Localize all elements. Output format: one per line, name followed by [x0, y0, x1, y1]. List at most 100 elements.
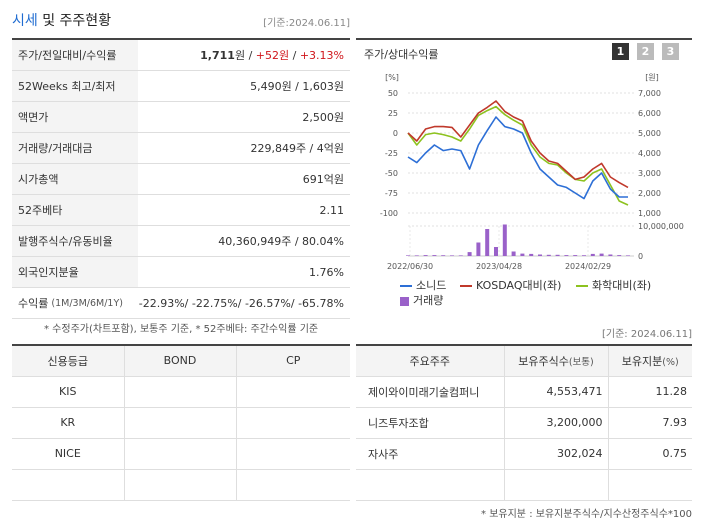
- volume-bar: [582, 255, 586, 256]
- holder-name: [356, 469, 504, 501]
- cp-cell: [235, 469, 350, 501]
- table-row: 액면가 2,500원: [12, 102, 350, 133]
- chart-page-3-button[interactable]: 3: [662, 43, 679, 60]
- col-header: 보유지분(%): [607, 345, 692, 377]
- relative-return-chart: [%] [원] 50 25 0 -25 -50 -75 -100 7,000 6,000 5,000 4…: [380, 73, 684, 271]
- legend-label: 화학대비(좌): [592, 279, 652, 292]
- chart-page-1-button[interactable]: 1: [612, 43, 629, 60]
- series-lines: [407, 100, 629, 206]
- major-holders-table: 주요주주 보유주식수(보통) 보유지분(%) 제이와이미래기술컴퍼니 4,553…: [356, 344, 692, 501]
- col-header: 보유주식수(보통): [503, 345, 608, 377]
- right-axis-unit: [원]: [645, 73, 659, 82]
- volume-bar: [520, 253, 525, 256]
- right-tick-label: 5,000: [638, 129, 661, 138]
- volume-bar: [502, 224, 507, 256]
- holder-name: 니즈투자조합: [356, 407, 504, 439]
- row-label: 액면가: [12, 102, 138, 132]
- left-tick-label: -25: [385, 149, 398, 158]
- volume-bars: [406, 224, 630, 256]
- legend-swatch: [400, 296, 409, 306]
- row-value: 40,360,949주 / 80.04%: [218, 235, 344, 248]
- sep: /: [289, 49, 300, 62]
- row-label: 시가총액: [12, 164, 138, 194]
- row-value: 691억원: [302, 173, 344, 186]
- x-tick-label: 2022/06/30: [387, 262, 433, 271]
- table-row: KIS: [12, 376, 350, 408]
- agency-cell: [12, 469, 124, 501]
- row-value: 2.11: [319, 203, 345, 217]
- holder-shares: [503, 469, 608, 501]
- x-tick-label: 2023/04/28: [476, 262, 522, 271]
- legend-item-kosdaq: KOSDAQ대비(좌): [460, 277, 561, 293]
- sep: /: [245, 49, 256, 62]
- holder-name: 제이와이미래기술컴퍼니: [356, 376, 504, 408]
- table-row: [12, 469, 350, 501]
- right-tick-label: 4,000: [638, 149, 661, 158]
- chart-page-2-button[interactable]: 2: [637, 43, 654, 60]
- volume-bar: [450, 255, 454, 256]
- table-row: 제이와이미래기술컴퍼니 4,553,471 11.28: [356, 376, 692, 408]
- col-header: BOND: [123, 345, 236, 377]
- table-row: 니즈투자조합 3,200,000 7.93: [356, 407, 692, 439]
- left-tick-label: 0: [393, 129, 398, 138]
- col-header-text: 보유지분: [621, 354, 663, 368]
- right-tick-label: 7,000: [638, 89, 661, 98]
- volume-bar: [599, 253, 604, 256]
- volume-bar: [564, 255, 569, 256]
- legend-label: 거래량: [413, 294, 444, 307]
- row-label: 외국인지분율: [12, 257, 138, 287]
- row-label: 52Weeks 최고/최저: [12, 71, 138, 101]
- row-label: 발행주식수/유동비율: [12, 226, 138, 256]
- legend-item-volume: 거래량: [400, 292, 443, 308]
- row-value: 1,711원 / +52원 / +3.13%: [138, 47, 350, 63]
- holder-shares: 4,553,471: [503, 376, 608, 408]
- table-header-row: 신용등급 BOND CP: [12, 345, 350, 377]
- cp-cell: [235, 438, 350, 470]
- table-row: 외국인지분율 1.76%: [12, 257, 350, 288]
- series-line-2: [407, 100, 629, 189]
- volume-bar: [608, 254, 613, 256]
- table-row: 거래량/거래대금 229,849주 / 4억원: [12, 133, 350, 164]
- volume-bar: [441, 255, 446, 256]
- section-title: 시세 및 주주현황: [12, 10, 111, 30]
- holder-name: 자사주: [356, 438, 504, 470]
- row-value: 229,849주 / 4억원: [250, 142, 344, 155]
- credit-rating-table: 신용등급 BOND CP KIS KR NICE: [12, 344, 350, 501]
- right-tick-label: 3,000: [638, 169, 661, 178]
- series-line-1: [407, 116, 628, 200]
- volume-bar: [467, 252, 472, 256]
- bond-cell: [123, 438, 236, 470]
- right-tick-label: 2,000: [638, 189, 661, 198]
- row-label: 52주베타: [12, 195, 138, 225]
- volume-bar: [573, 255, 578, 256]
- holders-footnote: * 보유지분 : 보유지분주식수/지수산정주식수*100: [481, 509, 692, 520]
- table-row: NICE: [12, 438, 350, 470]
- bond-cell: [123, 376, 236, 408]
- holder-shares: 3,200,000: [503, 407, 608, 439]
- agency-cell: KIS: [12, 376, 124, 408]
- price-change-pct: +3.13%: [299, 49, 344, 62]
- col-header: 주요주주: [356, 345, 504, 377]
- volume-bar: [555, 254, 560, 256]
- holder-pct: [607, 469, 692, 501]
- table-row: 시가총액 691억원: [12, 164, 350, 195]
- row-value: 2,500원: [302, 111, 344, 124]
- volume-bar: [511, 251, 516, 256]
- volume-tick-label: 0: [638, 252, 643, 261]
- x-tick-label: 2024/02/29: [565, 262, 611, 271]
- current-price: 1,711: [200, 49, 235, 62]
- title-accent: 시세: [12, 13, 38, 29]
- agency-cell: NICE: [12, 438, 124, 470]
- left-tick-label: 25: [388, 109, 398, 118]
- volume-bar: [414, 255, 419, 256]
- price-footnote: * 수정주가(차트포함), 보통주 기준, * 52주베타: 주간수익률 기준: [44, 324, 319, 335]
- table-row: KR: [12, 407, 350, 439]
- returns-values: -22.93%/ -22.75%/ -26.57%/ -65.78%: [138, 296, 344, 310]
- chart-axes: [%] [원] 50 25 0 -25 -50 -75 -100 7,000 6,000 5,000 4…: [380, 73, 684, 271]
- legend-item-sonid: 소니드: [400, 277, 446, 293]
- holder-pct: 7.93: [607, 407, 692, 439]
- volume-bar: [626, 255, 630, 256]
- table-row: 발행주식수/유동비율 40,360,949주 / 80.04%: [12, 226, 350, 257]
- row-label: 수익률 (1M/3M/6M/1Y): [12, 288, 139, 318]
- legend-swatch: [460, 285, 472, 287]
